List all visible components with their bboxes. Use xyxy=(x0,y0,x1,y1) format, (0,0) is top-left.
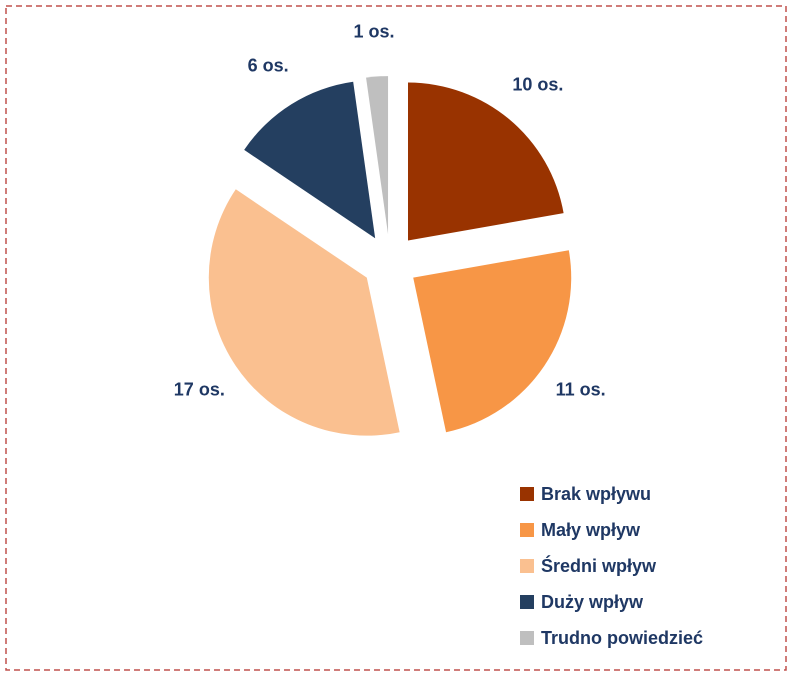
legend-swatch xyxy=(520,523,534,537)
legend-label: Brak wpływu xyxy=(541,484,651,504)
pie-slice xyxy=(366,76,389,235)
data-label: 6 os. xyxy=(248,56,289,76)
data-label: 11 os. xyxy=(556,379,606,399)
legend-swatch xyxy=(520,559,534,573)
legend-label: Trudno powiedzieć xyxy=(541,628,703,648)
legend-swatch xyxy=(520,487,534,501)
pie-slice xyxy=(413,250,572,433)
legend-swatch xyxy=(520,595,534,609)
data-label: 10 os. xyxy=(512,75,563,95)
legend-label: Mały wpływ xyxy=(541,520,641,540)
legend-swatch xyxy=(520,631,534,645)
data-label: 17 os. xyxy=(174,379,225,399)
data-label: 1 os. xyxy=(353,21,394,41)
pie-slice xyxy=(407,82,564,241)
legend-label: Duży wpływ xyxy=(541,592,644,612)
pie-slice xyxy=(244,81,376,239)
pie-slice xyxy=(208,189,400,436)
chart-border xyxy=(5,5,787,671)
legend-label: Średni wpływ xyxy=(541,555,657,576)
